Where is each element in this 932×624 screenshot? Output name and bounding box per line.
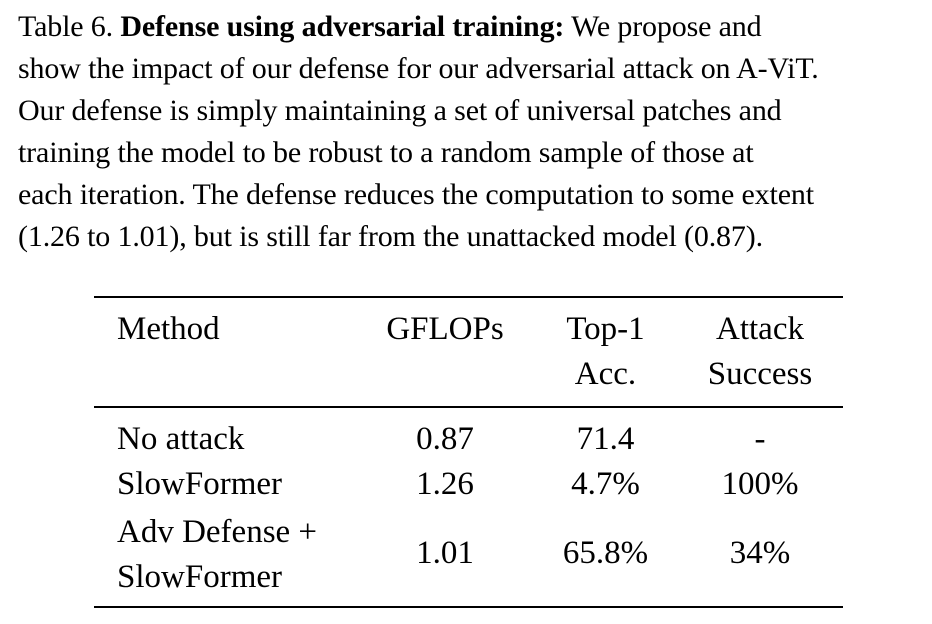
caption-line-2: show the impact of our defense for our a… xyxy=(18,52,819,85)
header-gflops: GFLOPs xyxy=(386,311,504,347)
table-bottom-rule xyxy=(94,606,843,608)
caption-label: Table 6. xyxy=(18,10,113,43)
row-method-line1: Adv Defense + xyxy=(117,514,318,550)
header-top1-line1: Top-1 xyxy=(566,311,645,347)
caption-line-1-rest: We propose and xyxy=(571,10,762,43)
row-top1: 4.7% xyxy=(571,466,640,502)
header-attack-line1: Attack xyxy=(716,311,804,347)
row-method-line2: SlowFormer xyxy=(117,559,282,595)
row-attack: 100% xyxy=(721,466,799,502)
row-gflops: 1.26 xyxy=(416,466,474,502)
header-attack-line2: Success xyxy=(707,356,813,392)
table-top-rule xyxy=(94,296,843,298)
row-attack: 34% xyxy=(729,535,791,571)
row-gflops: 1.01 xyxy=(416,535,474,571)
row-gflops: 0.87 xyxy=(416,421,474,457)
table-caption: Table 6. Defense using adversarial train… xyxy=(18,6,922,258)
caption-line-1: Table 6. Defense using adversarial train… xyxy=(18,6,922,48)
caption-line-3: Our defense is simply maintaining a set … xyxy=(18,94,782,127)
row-method: SlowFormer xyxy=(117,466,282,502)
row-top1: 65.8% xyxy=(562,535,649,571)
header-top1-line2: Acc. xyxy=(574,356,637,392)
table-mid-rule xyxy=(94,406,843,408)
header-method: Method xyxy=(117,311,220,347)
caption-title: Defense using adversarial training: xyxy=(120,10,565,43)
caption-line-4: training the model to be robust to a ran… xyxy=(18,136,754,169)
caption-line-5: each iteration. The defense reduces the … xyxy=(18,178,814,211)
row-method: No attack xyxy=(117,421,245,457)
caption-line-6: (1.26 to 1.01), but is still far from th… xyxy=(18,220,763,253)
row-top1: 71.4 xyxy=(576,421,635,457)
row-attack: - xyxy=(754,421,766,457)
